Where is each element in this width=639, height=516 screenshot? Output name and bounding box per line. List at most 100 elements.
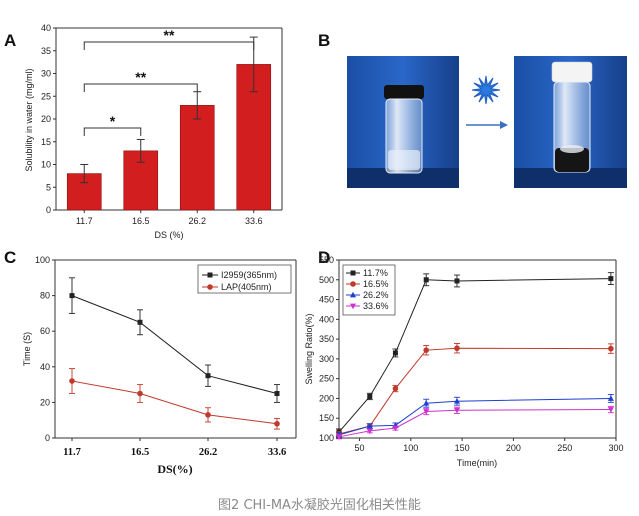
c-y-tick-label: 60: [40, 326, 50, 336]
a-x-tick-label: 11.7: [76, 216, 93, 226]
photo-before-table: [347, 168, 459, 188]
arrow-icon: [466, 121, 508, 129]
chart-d: 100 150 200 250 300 350 400 450 500 550 50 100 150 2…: [304, 255, 624, 468]
d-point: [454, 278, 460, 284]
d-legend-label: 11.7%: [363, 268, 388, 278]
c-x-tick-label: 33.6: [268, 447, 286, 458]
c-point: [137, 390, 143, 397]
c-x-tick-label: 11.7: [63, 447, 81, 458]
c-y-tick-label: 0: [45, 433, 50, 443]
a-significance-bracket: [83, 127, 142, 136]
d-y-label: Swelling Ratio(%): [304, 313, 314, 384]
d-point: [608, 276, 614, 282]
vial-cap-black: [384, 85, 424, 99]
c-point: [69, 378, 75, 384]
d-point: [454, 345, 460, 352]
d-legend-marker: [350, 281, 356, 287]
a-x-tick-label: 16.5: [132, 216, 150, 226]
a-x-label: DS (%): [155, 230, 184, 240]
d-legend-marker: [350, 270, 356, 276]
panel-label-b: B: [318, 31, 330, 50]
panel-label-d: D: [318, 248, 330, 267]
a-y-tick-label: 0: [46, 205, 51, 215]
d-legend-marker: [350, 303, 356, 310]
d-point: [392, 385, 399, 392]
photo-panel-b: [347, 56, 627, 188]
d-legend-marker: [350, 291, 356, 298]
a-y-tick-label: 10: [41, 160, 51, 170]
d-point: [336, 434, 342, 441]
c-point: [137, 319, 143, 325]
d-x-label: Time(min): [457, 458, 497, 468]
c-y-tick-label: 40: [40, 362, 50, 372]
d-point: [366, 422, 373, 429]
d-x-tick-label: 150: [455, 443, 470, 453]
a-bar: [179, 105, 215, 211]
a-y-tick-label: 25: [41, 91, 51, 101]
c-point: [69, 293, 75, 299]
photo-after-table: [514, 168, 627, 188]
a-y-tick-label: 15: [41, 137, 51, 147]
c-legend-label: LAP(405nm): [221, 282, 272, 292]
d-point: [366, 428, 373, 435]
light-star-icon: [471, 75, 501, 105]
a-y-tick-label: 20: [41, 114, 51, 124]
d-point: [607, 395, 614, 401]
d-legend-label: 26.2%: [363, 290, 389, 300]
d-y-tick-label: 400: [319, 314, 334, 324]
d-point: [392, 350, 398, 356]
d-y-tick-label: 300: [319, 354, 334, 364]
d-series-line: [338, 278, 611, 433]
c-legend-marker: [207, 284, 213, 290]
d-point: [453, 398, 460, 404]
c-y-tick-label: 20: [40, 397, 50, 407]
d-point: [367, 393, 373, 399]
a-y-tick-label: 5: [46, 182, 51, 192]
d-x-tick-label: 300: [608, 443, 623, 453]
a-x-tick-label: 33.6: [245, 216, 263, 226]
d-point: [453, 407, 460, 414]
a-y-tick-label: 40: [41, 23, 51, 33]
c-legend-box: [197, 264, 292, 294]
figure-caption: 图2 CHI-MA水凝胶光固化相关性能: [218, 498, 421, 513]
a-y-tick-label: 30: [41, 69, 51, 79]
panel-label-a: A: [4, 31, 16, 50]
c-point: [274, 420, 280, 427]
d-x-tick-label: 250: [557, 443, 572, 453]
d-point: [423, 347, 430, 353]
c-series-line: [71, 380, 278, 425]
d-y-tick-label: 250: [319, 374, 334, 384]
c-y-label: Time (S): [22, 332, 32, 366]
c-legend-marker: [207, 272, 213, 278]
d-point: [392, 425, 399, 432]
d-y-tick-label: 450: [319, 295, 334, 305]
c-x-tick-label: 16.5: [131, 447, 149, 458]
d-point: [423, 399, 430, 406]
chart-c: 0 20 40 60 80 100 11.7 16.5 26.2 33.6 I2959(365n…: [22, 255, 297, 476]
c-y-tick-label: 80: [40, 291, 50, 301]
d-point: [423, 277, 429, 283]
d-series-line: [338, 347, 611, 435]
vial-before-liquid: [388, 150, 420, 170]
a-y-tick-label: 35: [41, 46, 51, 56]
a-significance-label: **: [164, 27, 175, 43]
a-significance-bracket: [83, 83, 198, 92]
panel-label-c: C: [4, 248, 16, 267]
d-x-tick-label: 50: [355, 443, 365, 453]
d-y-tick-label: 350: [319, 334, 334, 344]
c-point: [205, 412, 211, 418]
vial-cap-white: [551, 61, 593, 83]
c-point: [274, 391, 280, 396]
a-significance-label: **: [135, 69, 146, 85]
d-y-tick-label: 100: [319, 433, 334, 443]
d-point: [423, 409, 430, 415]
c-series-line: [71, 295, 278, 394]
vial-after-gel: [555, 148, 589, 172]
gel-surface: [560, 145, 584, 153]
d-point: [608, 345, 614, 352]
c-x-label: DS(%): [157, 462, 192, 476]
d-y-tick-label: 550: [319, 255, 334, 265]
a-x-tick-label: 26.2: [188, 216, 206, 226]
figure: A B C D 0 5 10 15 20 25 30 35 40 11.7 16.5 26.2 33.…: [4, 23, 627, 476]
